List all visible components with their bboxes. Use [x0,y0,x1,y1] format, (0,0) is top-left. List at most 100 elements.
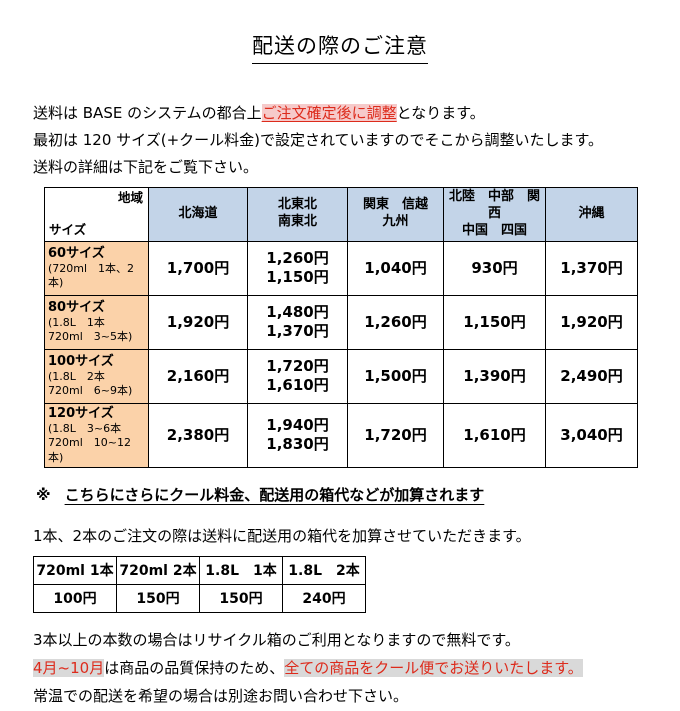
row-header-size120: 120サイズ (1.8L 3~6本 720ml 10~12本) [44,402,149,468]
table-row-size60: 60サイズ (720ml 1本、2本) 1,700円 1,260円 1,150円 … [44,240,638,296]
surcharge-note: ※ こちらにさらにクール料金、配送用の箱代などが加算されます [36,484,680,505]
column-header-line: 関東 信越 [362,197,428,213]
price-cell: 1,040円 [347,240,444,296]
price-value: 1,260円 [364,312,427,331]
intro-line-1-pre: 送料は BASE のシステムの都合上 [33,104,262,122]
column-header-hokkaido: 北海道 [148,187,248,242]
price-value: 1,830円 [266,435,329,454]
price-value: 1,150円 [463,312,526,331]
price-value: 1,610円 [463,425,526,444]
price-cell: 1,920円 [148,294,248,350]
price-value: 1,500円 [364,366,427,385]
column-header-hokuriku: 北陸 中部 関西 中国 四国 [443,187,546,242]
box-fee-value: 150円 [199,583,283,613]
note-marker: ※ [36,485,51,504]
closing-paragraph: 3本以上の本数の場合はリサイクル箱のご利用となりますので無料です。 4月~10月… [33,626,680,710]
price-value: 1,610円 [266,376,329,395]
box-fee-header-1800ml-2: 1.8L 2本 [282,555,366,585]
price-value: 1,390円 [463,366,526,385]
box-fee-value: 150円 [116,583,200,613]
cool-period-highlight: 4月~10月 [33,658,105,677]
box-fee-header-720ml-1: 720ml 1本 [33,555,117,585]
price-cell: 2,160円 [148,348,248,404]
page-title-text: 配送の際のご注意 [252,30,428,64]
price-cell: 1,720円 [347,402,444,468]
price-cell: 1,260円 [347,294,444,350]
price-value: 1,370円 [560,258,623,277]
corner-cell: 地域 サイズ [44,187,149,242]
shipping-rate-table: 地域 サイズ 北海道 北東北 南東北 関東 信越 九州 北陸 中部 関西 [44,187,638,468]
price-value: 1,720円 [266,357,329,376]
intro-line-2: 最初は 120 サイズ(+クール料金)で設定されていますのでそこから調整いたしま… [33,131,604,149]
column-header-line: 北陸 中部 関西 [448,189,540,221]
price-cell: 1,150円 [443,294,546,350]
column-header-line: 沖縄 [578,205,605,221]
recycle-box-note: 3本以上の本数の場合はリサイクル箱のご利用となりますので無料です。 [33,630,520,649]
price-cell: 1,260円 1,150円 [247,240,348,296]
size-detail: (1.8L 3~6本 [48,421,122,435]
note-text: こちらにさらにクール料金、配送用の箱代などが加算されます [64,485,485,504]
box-fee-value: 100円 [33,583,117,613]
price-value: 1,720円 [364,425,427,444]
intro-line-1-post: となります。 [396,104,485,122]
size-label: 120サイズ [48,405,114,421]
price-value: 1,920円 [166,312,230,331]
column-header-line: 南東北 [277,214,317,230]
price-cell: 3,040円 [545,402,638,468]
box-fee-value-row: 100円 150円 150円 240円 [33,583,366,613]
size-detail: (1.8L 1本 [48,316,105,329]
price-value: 1,920円 [560,312,623,331]
box-fee-table: 720ml 1本 720ml 2本 1.8L 1本 1.8L 2本 100円 1… [33,555,366,613]
price-cell: 1,920円 [545,294,638,350]
size-label: 60サイズ [48,245,105,261]
price-value: 2,160円 [166,366,230,385]
region-corner-label: 地域 [117,190,143,205]
size-detail: 720ml 3~5本) [48,330,133,344]
room-temperature-note: 常温での配送を希望の場合は別途お問い合わせ下さい。 [33,686,409,705]
price-value: 1,940円 [266,416,329,435]
box-fee-value: 240円 [282,583,366,613]
table-row-size100: 100サイズ (1.8L 2本 720ml 6~9本) 2,160円 1,720… [44,348,638,404]
size-label: 100サイズ [48,353,114,369]
row-header-size60: 60サイズ (720ml 1本、2本) [44,240,149,296]
column-header-line: 九州 [382,214,409,230]
price-cell: 1,370円 [545,240,638,296]
price-value: 1,370円 [266,322,329,341]
box-fee-header-1800ml-1: 1.8L 1本 [199,555,283,585]
size-corner-label: サイズ [49,222,87,238]
size-detail: (720ml 1本、2本) [48,262,135,290]
intro-line-1-highlight: ご注文確定後に調整 [261,104,397,122]
row-header-size100: 100サイズ (1.8L 2本 720ml 6~9本) [44,348,149,404]
size-detail: 720ml 6~9本) [48,384,133,398]
price-cell: 1,500円 [347,348,444,404]
table-header-row: 地域 サイズ 北海道 北東北 南東北 関東 信越 九州 北陸 中部 関西 [44,187,638,242]
price-cell: 1,940円 1,830円 [247,402,348,468]
price-value: 1,260円 [266,249,329,268]
price-value: 2,380円 [166,425,230,444]
table-row-size80: 80サイズ (1.8L 1本 720ml 3~5本) 1,920円 1,480円… [44,294,638,350]
price-cell: 2,490円 [545,348,638,404]
column-header-okinawa: 沖縄 [545,187,638,242]
box-fee-intro: 1本、2本のご注文の際は送料に配送用の箱代を加算させていただきます。 [33,526,531,545]
table-row-size120: 120サイズ (1.8L 3~6本 720ml 10~12本) 2,380円 1… [44,402,638,468]
price-cell: 1,720円 1,610円 [247,348,348,404]
price-cell: 1,610円 [443,402,546,468]
price-cell: 1,480円 1,370円 [247,294,348,350]
intro-paragraph: 送料は BASE のシステムの都合上ご注文確定後に調整となります。 最初は 12… [33,100,644,181]
column-header-kanto: 関東 信越 九州 [347,187,444,242]
intro-line-1: 送料は BASE のシステムの都合上ご注文確定後に調整となります。 [33,100,644,127]
price-cell: 1,700円 [148,240,248,296]
size-detail: (1.8L 2本 [48,370,105,383]
column-header-line: 北東北 [277,197,317,213]
size-detail: 720ml 10~12本) [48,436,131,464]
document-page: 配送の際のご注意 送料は BASE のシステムの都合上ご注文確定後に調整となりま… [0,30,680,711]
column-header-line: 北海道 [178,205,218,221]
price-cell: 2,380円 [148,402,248,468]
price-cell: 1,390円 [443,348,546,404]
cool-delivery-note: 4月~10月は商品の品質保持のため、全ての商品をクール便でお送りいたします。 [33,654,680,682]
price-cell: 930円 [443,240,546,296]
cool-shipping-highlight: 全ての商品をクール便でお送りいたします。 [284,658,583,677]
price-value: 1,700円 [166,258,230,277]
cool-note-middle: は商品の品質保持のため、 [104,658,285,677]
column-header-kita-tohoku: 北東北 南東北 [247,187,348,242]
